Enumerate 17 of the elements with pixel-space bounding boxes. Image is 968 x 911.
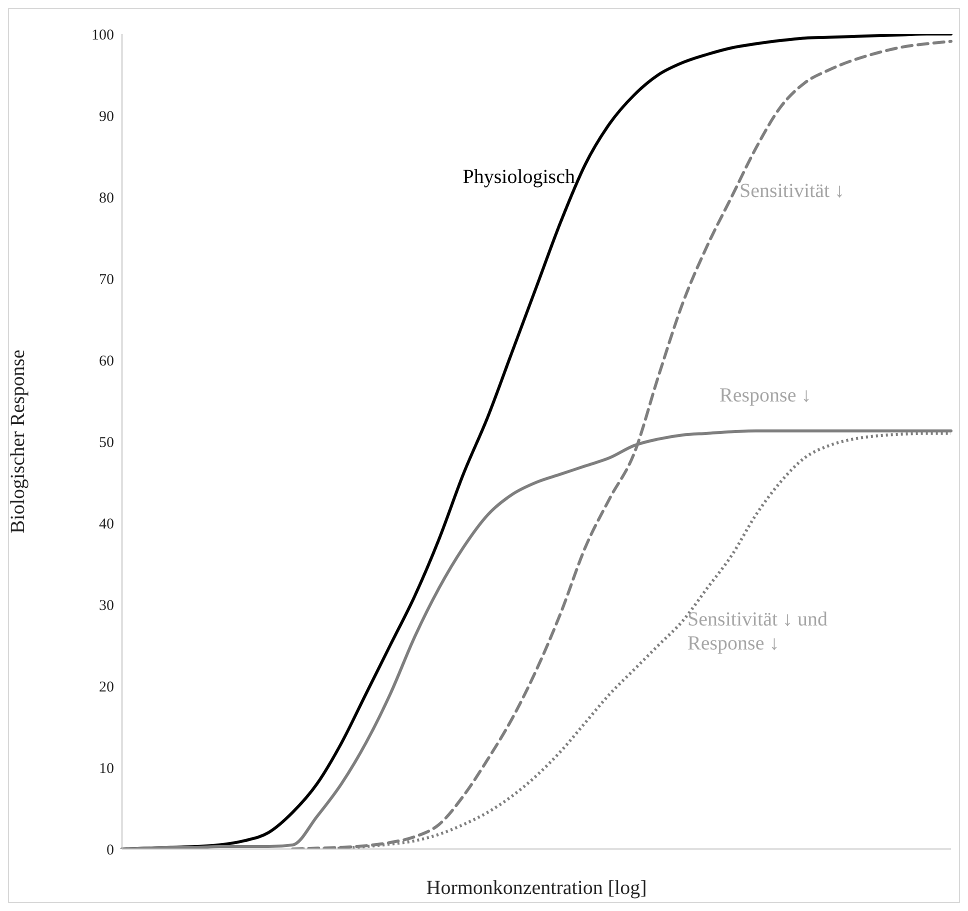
- y-tick-label: 100: [92, 27, 114, 44]
- y-tick-label: 50: [99, 434, 114, 451]
- y-tick-label: 70: [99, 272, 114, 288]
- y-tick-label: 30: [99, 598, 114, 614]
- y-tick-label: 90: [99, 108, 114, 125]
- y-tick-label: 80: [99, 190, 114, 206]
- series-label: Response ↓: [720, 384, 812, 407]
- series-label: Sensitivität ↓ und Response ↓: [688, 608, 828, 655]
- y-tick-label: 0: [106, 842, 114, 858]
- y-tick-label: 20: [99, 679, 114, 696]
- series-label: Sensitivität ↓: [740, 180, 845, 202]
- y-tick-label: 10: [99, 760, 114, 777]
- series-label: Physiologisch: [462, 166, 575, 188]
- y-axis-title: Biologischer Response: [7, 349, 30, 534]
- x-axis-title: Hormonkonzentration [log]: [426, 877, 647, 899]
- y-tick-label: 40: [99, 516, 114, 532]
- y-tick-label: 60: [99, 353, 114, 370]
